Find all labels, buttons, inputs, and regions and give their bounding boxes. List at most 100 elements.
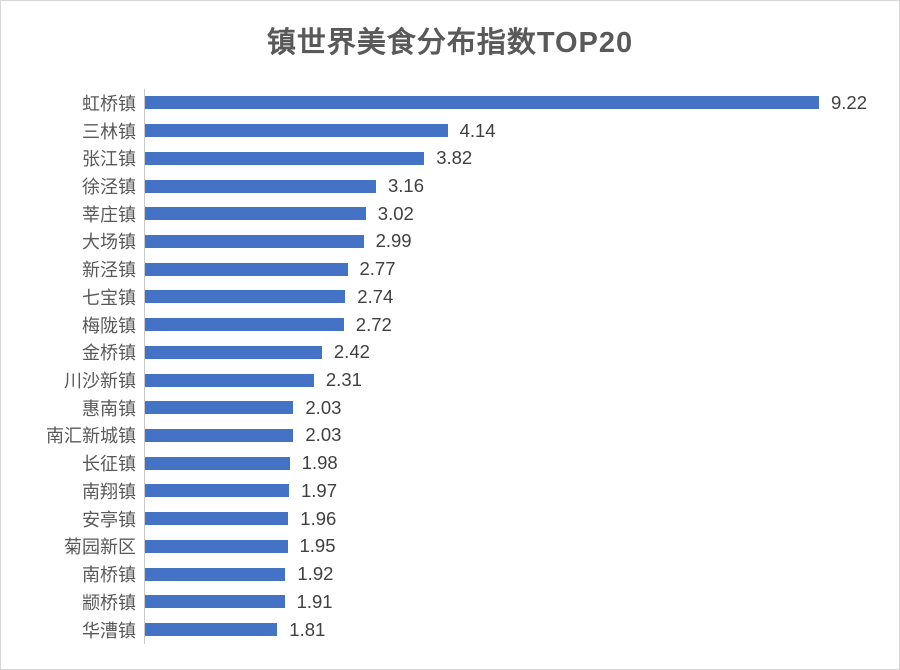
bar-zone: 2.42	[145, 341, 370, 363]
category-label: 梅陇镇	[82, 315, 136, 336]
value-label: 4.14	[459, 119, 496, 141]
bar-zone: 2.77	[145, 258, 396, 280]
bar-row: 七宝镇 2.74	[1, 283, 899, 311]
bar	[145, 207, 366, 221]
bar-row: 南汇新城镇 2.03	[1, 422, 899, 450]
bar	[145, 179, 376, 193]
bar	[145, 318, 344, 332]
bar-row: 安亭镇 1.96	[1, 505, 899, 533]
bar	[145, 373, 314, 387]
bar	[145, 234, 364, 248]
bar-row: 菊园新区 1.95	[1, 533, 899, 561]
bar	[145, 290, 346, 304]
bar-row: 新泾镇 2.77	[1, 255, 899, 283]
bar	[145, 96, 819, 110]
bar-zone: 2.72	[145, 314, 392, 336]
value-label: 3.16	[388, 175, 425, 197]
bar-zone: 2.99	[145, 230, 412, 252]
bar-row: 惠南镇 2.03	[1, 394, 899, 422]
category-label: 南翔镇	[82, 481, 136, 502]
bar-zone: 9.22	[145, 92, 867, 114]
bar-row: 南翔镇 1.97	[1, 477, 899, 505]
value-label: 1.95	[299, 535, 336, 557]
bar-row: 颛桥镇 1.91	[1, 588, 899, 616]
bar-row: 莘庄镇 3.02	[1, 200, 899, 228]
bar-zone: 1.91	[145, 591, 333, 613]
bar-row: 徐泾镇 3.16	[1, 172, 899, 200]
bar-zone: 3.82	[145, 147, 472, 169]
bar-zone: 1.98	[145, 452, 338, 474]
value-label: 3.82	[436, 147, 473, 169]
bar-zone: 1.92	[145, 563, 333, 585]
category-label: 张江镇	[82, 149, 136, 170]
bar	[145, 345, 322, 359]
bar-zone: 2.31	[145, 369, 362, 391]
bar	[145, 623, 278, 637]
bar-zone: 1.95	[145, 535, 336, 557]
bar	[145, 428, 294, 442]
value-label: 2.42	[333, 341, 370, 363]
y-axis-line	[144, 89, 145, 644]
bar-zone: 2.03	[145, 397, 341, 419]
bar	[145, 567, 286, 581]
plot-area: 虹桥镇 9.22 三林镇 4.14 张江镇 3.82 徐泾镇 3.16 莘庄镇 …	[1, 89, 899, 644]
value-label: 2.74	[357, 285, 394, 307]
category-label: 三林镇	[82, 121, 136, 142]
value-label: 2.99	[375, 230, 412, 252]
value-label: 2.03	[305, 396, 342, 418]
category-label: 颛桥镇	[82, 592, 136, 613]
bar	[145, 512, 289, 526]
category-label: 徐泾镇	[82, 177, 136, 198]
bar	[145, 484, 289, 498]
category-label: 金桥镇	[82, 343, 136, 364]
bar	[145, 595, 285, 609]
category-label: 南桥镇	[82, 565, 136, 586]
bar-row: 川沙新镇 2.31	[1, 366, 899, 394]
bar	[145, 456, 290, 470]
bar	[145, 151, 425, 165]
category-label: 惠南镇	[82, 398, 136, 419]
bar-zone: 3.02	[145, 203, 414, 225]
value-label: 1.96	[300, 507, 337, 529]
category-label: 七宝镇	[82, 287, 136, 308]
value-label: 1.97	[301, 479, 338, 501]
category-label: 虹桥镇	[82, 93, 136, 114]
category-label: 长征镇	[82, 454, 136, 475]
chart-title: 镇世界美食分布指数TOP20	[266, 27, 634, 59]
value-label: 9.22	[831, 91, 868, 113]
bar-zone: 4.14	[145, 120, 496, 142]
category-label: 大场镇	[82, 232, 136, 253]
value-label: 1.92	[297, 563, 334, 585]
category-label: 华漕镇	[82, 620, 136, 641]
bar	[145, 539, 288, 553]
bar	[145, 401, 294, 415]
bar-row: 三林镇 4.14	[1, 117, 899, 145]
category-label: 南汇新城镇	[46, 426, 136, 447]
value-label: 1.91	[296, 590, 333, 612]
category-label: 安亭镇	[82, 509, 136, 530]
category-label: 菊园新区	[64, 537, 136, 558]
value-label: 2.72	[355, 313, 392, 335]
bar-rows-container: 虹桥镇 9.22 三林镇 4.14 张江镇 3.82 徐泾镇 3.16 莘庄镇 …	[1, 89, 899, 643]
value-label: 1.98	[301, 452, 338, 474]
category-label: 新泾镇	[82, 260, 136, 281]
category-label: 川沙新镇	[64, 371, 136, 392]
value-label: 3.02	[377, 202, 414, 224]
bar-row: 大场镇 2.99	[1, 228, 899, 256]
bar-zone: 1.81	[145, 619, 325, 641]
bar-row: 虹桥镇 9.22	[1, 89, 899, 117]
value-label: 1.81	[289, 618, 326, 640]
bar-row: 长征镇 1.98	[1, 449, 899, 477]
bar-row: 南桥镇 1.92	[1, 560, 899, 588]
value-label: 2.77	[359, 258, 396, 280]
category-label: 莘庄镇	[82, 204, 136, 225]
bar-row: 华漕镇 1.81	[1, 616, 899, 644]
bar-row: 张江镇 3.82	[1, 144, 899, 172]
bar-zone: 1.96	[145, 508, 336, 530]
bar-row: 金桥镇 2.42	[1, 338, 899, 366]
bar-row: 梅陇镇 2.72	[1, 311, 899, 339]
bar-zone: 1.97	[145, 480, 337, 502]
bar	[145, 262, 348, 276]
bar-zone: 3.16	[145, 175, 424, 197]
